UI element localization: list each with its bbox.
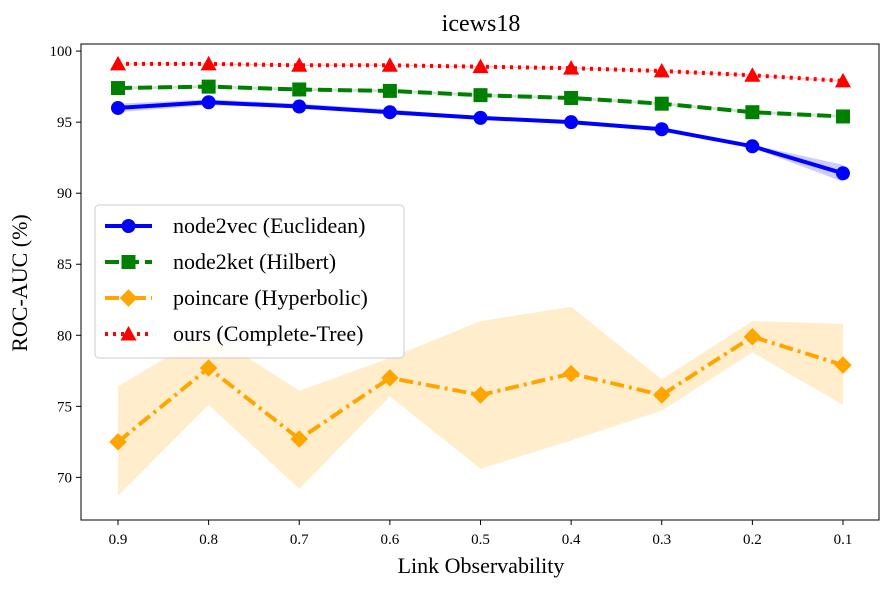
- legend-entry: ours (Complete-Tree): [105, 321, 363, 346]
- legend-box: [94, 204, 405, 359]
- data-point: [201, 79, 216, 94]
- legend-label: poincare (Hyperbolic): [173, 285, 368, 310]
- data-point: [473, 88, 488, 103]
- data-point: [119, 289, 138, 307]
- data-point: [381, 57, 398, 72]
- data-point: [834, 72, 852, 88]
- x-tick-label: 0.9: [109, 532, 128, 548]
- legend-label: ours (Complete-Tree): [173, 321, 363, 346]
- x-tick-label: 0.3: [652, 532, 671, 548]
- data-point: [199, 359, 218, 377]
- plot-frame: [80, 43, 880, 521]
- data-point: [200, 55, 217, 71]
- data-point: [836, 109, 850, 124]
- x-tick-label: 0.7: [290, 532, 309, 548]
- data-point: [111, 81, 125, 96]
- data-point: [292, 99, 307, 114]
- series: [111, 95, 850, 181]
- data-point: [564, 115, 579, 130]
- data-point: [201, 95, 216, 110]
- y-tick-label: 90: [57, 186, 72, 202]
- x-tick-label: 0.1: [834, 532, 853, 548]
- data-point: [654, 122, 669, 137]
- legend-label: node2ket (Hilbert): [173, 249, 336, 274]
- y-tick-label: 80: [57, 328, 72, 344]
- y-axis-label: ROC-AUC (%): [7, 214, 32, 352]
- data-point: [745, 105, 760, 120]
- data-point: [473, 110, 488, 125]
- data-point: [743, 327, 762, 346]
- x-axis-label: Link Observability: [398, 553, 565, 578]
- series: [109, 55, 852, 88]
- data-point: [564, 90, 579, 105]
- x-tick-label: 0.4: [562, 532, 581, 548]
- data-point: [291, 57, 308, 72]
- data-point: [292, 82, 307, 97]
- legend-entry: poincare (Hyperbolic): [105, 285, 368, 310]
- series-lines: [109, 55, 852, 451]
- x-tick-label: 0.8: [199, 532, 218, 548]
- legend-label: node2vec (Euclidean): [173, 213, 365, 238]
- data-point: [121, 219, 136, 233]
- legend: node2vec (Euclidean) node2ket (Hilbert) po…: [94, 204, 405, 359]
- series: [109, 327, 852, 451]
- data-point: [382, 83, 397, 98]
- y-tick-label: 85: [57, 257, 72, 273]
- data-point: [562, 364, 580, 383]
- data-point: [744, 67, 761, 82]
- data-point: [653, 62, 670, 78]
- series: [111, 79, 850, 124]
- data-point: [745, 139, 760, 154]
- data-point: [109, 433, 127, 451]
- x-tick-label: 0.5: [471, 532, 490, 548]
- y-tick-label: 100: [50, 44, 73, 60]
- data-point: [109, 55, 127, 71]
- y-tick-label: 75: [57, 399, 72, 415]
- data-point: [382, 105, 397, 120]
- chart-title: icews18: [442, 11, 521, 37]
- data-point: [834, 356, 852, 374]
- y-tick-label: 70: [57, 470, 72, 486]
- data-point: [836, 166, 850, 181]
- x-tick-label: 0.2: [743, 532, 762, 548]
- data-point: [290, 430, 308, 448]
- legend-entry: node2ket (Hilbert): [105, 249, 336, 274]
- x-tick-label: 0.6: [381, 532, 400, 548]
- data-point: [472, 58, 489, 74]
- data-point: [563, 60, 580, 75]
- legend-entry: node2vec (Euclidean): [105, 213, 365, 238]
- data-point: [471, 386, 490, 404]
- axis-ticks: 0.9 0.8 0.7 0.6 0.5 0.4 0.3 0.2 0.1 70 75 80 85 90 95 1…: [50, 44, 853, 548]
- y-tick-label: 95: [57, 115, 72, 131]
- data-point: [120, 325, 137, 341]
- data-point: [653, 386, 671, 404]
- data-point: [111, 100, 125, 115]
- data-point: [654, 96, 669, 111]
- data-point: [381, 369, 399, 387]
- data-point: [121, 255, 136, 269]
